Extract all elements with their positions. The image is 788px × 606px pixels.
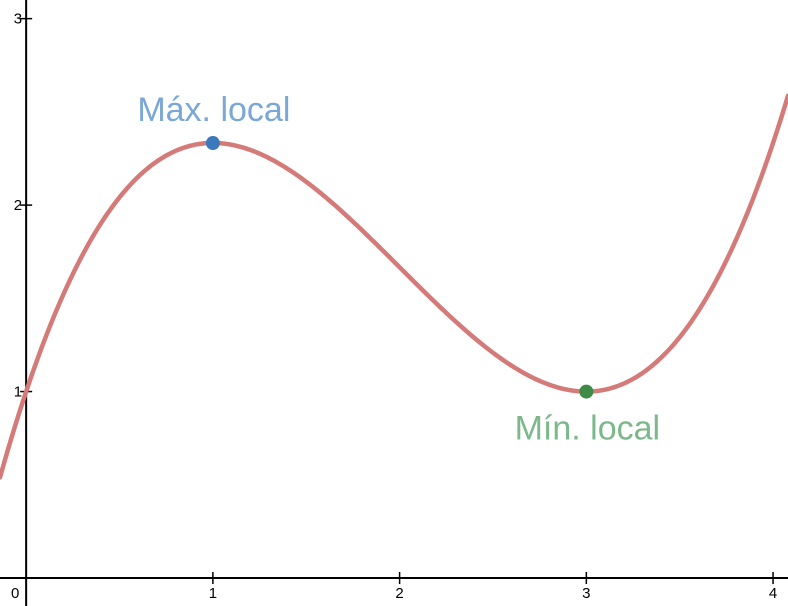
- y-tick-label: 2: [14, 197, 22, 214]
- local-min-point: [579, 384, 594, 399]
- x-tick-label: 1: [209, 585, 217, 602]
- x-tick-label: 2: [395, 585, 403, 602]
- y-tick-label: 3: [14, 11, 22, 28]
- local-max-label: Máx. local: [137, 91, 290, 129]
- curve-layer: [0, 93, 788, 480]
- local-min-label: Mín. local: [515, 410, 661, 448]
- local-max-point: [205, 136, 220, 151]
- extrema-points: Máx. local Mín. local: [137, 91, 660, 448]
- y-tick-label: 1: [14, 384, 22, 401]
- x-tick-label: 0: [11, 585, 19, 602]
- series-line: [0, 93, 788, 480]
- x-tick-label: 3: [582, 585, 590, 602]
- x-tick-label: 4: [769, 585, 777, 602]
